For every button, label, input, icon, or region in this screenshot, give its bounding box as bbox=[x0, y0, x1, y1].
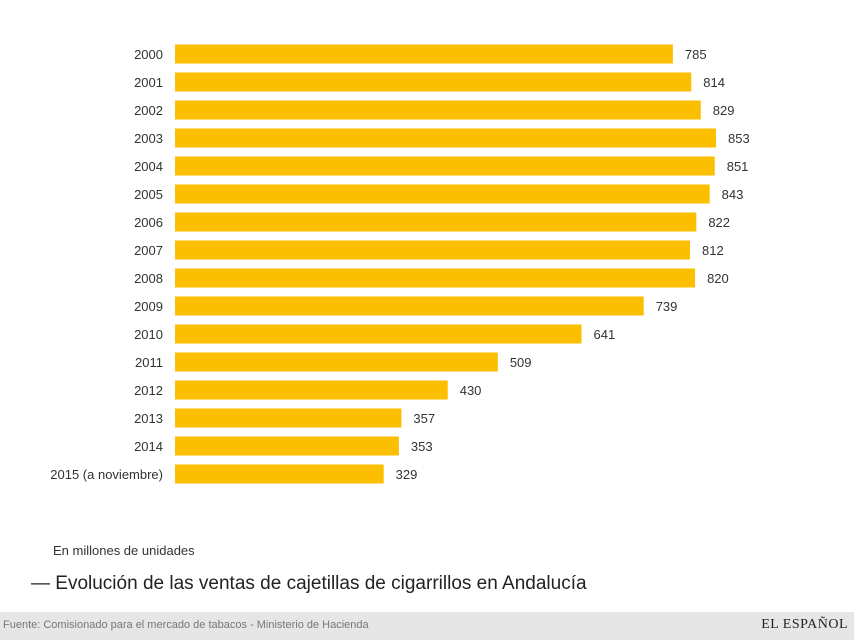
value-label: 812 bbox=[702, 243, 724, 258]
value-label: 739 bbox=[656, 299, 678, 314]
value-label: 641 bbox=[594, 327, 616, 342]
value-label: 851 bbox=[727, 159, 749, 174]
footer: Fuente: Comisionado para el mercado de t… bbox=[0, 612, 854, 640]
bar bbox=[175, 352, 498, 372]
bar bbox=[175, 268, 696, 288]
bar bbox=[175, 296, 644, 316]
category-label: 2010 bbox=[134, 327, 163, 342]
value-label: 829 bbox=[713, 103, 735, 118]
logo: EL ESPAÑOL bbox=[761, 617, 848, 632]
value-label: 430 bbox=[460, 383, 482, 398]
unit-label: En millones de unidades bbox=[53, 543, 195, 558]
bar bbox=[175, 212, 697, 232]
source-text: Fuente: Comisionado para el mercado de t… bbox=[3, 619, 369, 631]
bar bbox=[175, 464, 384, 484]
category-label: 2009 bbox=[134, 299, 163, 314]
category-label: 2004 bbox=[134, 159, 163, 174]
value-label: 822 bbox=[708, 215, 730, 230]
bar bbox=[175, 324, 582, 344]
value-label: 329 bbox=[396, 467, 418, 482]
value-label: 785 bbox=[685, 47, 707, 62]
category-label: 2014 bbox=[134, 439, 163, 454]
bar bbox=[175, 436, 399, 456]
category-label: 2015 (a noviembre) bbox=[50, 467, 163, 482]
bar bbox=[175, 128, 716, 148]
value-label: 353 bbox=[411, 439, 433, 454]
category-label: 2008 bbox=[134, 271, 163, 286]
bar bbox=[175, 240, 690, 260]
category-label: 2007 bbox=[134, 243, 163, 258]
bar bbox=[175, 72, 692, 92]
bar bbox=[175, 408, 402, 428]
bar bbox=[175, 156, 715, 176]
category-label: 2005 bbox=[134, 187, 163, 202]
category-label: 2001 bbox=[134, 75, 163, 90]
category-label: 2000 bbox=[134, 47, 163, 62]
category-label: 2012 bbox=[134, 383, 163, 398]
bar bbox=[175, 44, 673, 64]
value-label: 814 bbox=[703, 75, 725, 90]
bar bbox=[175, 184, 710, 204]
value-label: 843 bbox=[722, 187, 744, 202]
value-label: 357 bbox=[413, 411, 435, 426]
category-label: 2013 bbox=[134, 411, 163, 426]
category-label: 2003 bbox=[134, 131, 163, 146]
bar-chart: 2000 785 2001 814 2002 829 2003 853 2004 851 2005 8… bbox=[50, 44, 750, 484]
value-label: 853 bbox=[728, 131, 750, 146]
chart-title: — Evolución de las ventas de cajetillas … bbox=[31, 573, 587, 594]
bar bbox=[175, 100, 701, 120]
value-label: 820 bbox=[707, 271, 729, 286]
category-label: 2006 bbox=[134, 215, 163, 230]
value-label: 509 bbox=[510, 355, 532, 370]
bar bbox=[175, 380, 448, 400]
category-label: 2011 bbox=[135, 355, 163, 370]
category-label: 2002 bbox=[134, 103, 163, 118]
